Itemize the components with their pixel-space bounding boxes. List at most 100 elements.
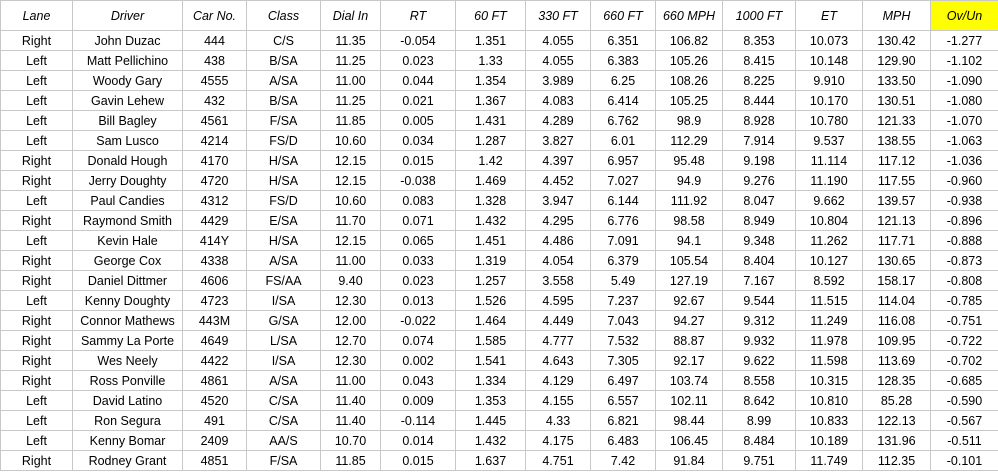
table-cell: 1.464	[455, 310, 526, 331]
table-cell: 4170	[182, 150, 247, 171]
table-cell: 95.48	[655, 150, 723, 171]
table-cell: 10.70	[320, 430, 381, 451]
table-cell: 3.827	[525, 130, 591, 151]
table-cell: 11.00	[320, 70, 381, 91]
table-cell: 130.42	[862, 30, 931, 51]
table-cell: 0.065	[380, 230, 456, 251]
table-cell: 102.11	[655, 390, 723, 411]
table-cell: 1.328	[455, 190, 526, 211]
table-cell: 9.622	[722, 350, 796, 371]
table-cell: I/SA	[246, 350, 321, 371]
table-cell: H/SA	[246, 230, 321, 251]
table-body: Right John Duzac 444 C/S 11.35 -0.054 1.351 4.0…	[0, 30, 998, 471]
table-cell: Right	[0, 150, 73, 171]
table-cell: 4.452	[525, 170, 591, 191]
table-cell: 138.55	[862, 130, 931, 151]
table-cell: George Cox	[72, 250, 183, 271]
table-row: Left Kenny Bomar 2409 AA/S 10.70 0.014 1.432 4.…	[0, 430, 998, 451]
table-cell: 9.662	[795, 190, 863, 211]
table-cell: John Duzac	[72, 30, 183, 51]
table-cell: 0.021	[380, 90, 456, 111]
table-row: Right Raymond Smith 4429 E/SA 11.70 0.071 1.43…	[0, 210, 998, 231]
table-cell: 121.13	[862, 210, 931, 231]
table-cell: 6.379	[590, 250, 656, 271]
table-cell: 9.276	[722, 170, 796, 191]
table-cell: -1.070	[930, 110, 998, 131]
table-cell: 1.445	[455, 410, 526, 431]
table-cell: 1.33	[455, 50, 526, 71]
table-cell: 7.305	[590, 350, 656, 371]
table-cell: Wes Neely	[72, 350, 183, 371]
column-header: 660 FT	[590, 0, 656, 31]
table-cell: 6.144	[590, 190, 656, 211]
table-row: Right Donald Hough 4170 H/SA 12.15 0.015 1.42 4…	[0, 150, 998, 171]
table-cell: 7.42	[590, 450, 656, 471]
table-row: Right Connor Mathews 443M G/SA 12.00 -0.022 1.…	[0, 310, 998, 331]
table-row: Left Paul Candies 4312 FS/D 10.60 0.083 1.328 3…	[0, 190, 998, 211]
table-cell: 9.198	[722, 150, 796, 171]
table-cell: 4520	[182, 390, 247, 411]
table-cell: 10.60	[320, 130, 381, 151]
column-header: Car No.	[182, 0, 247, 31]
table-cell: 8.047	[722, 190, 796, 211]
table-cell: 130.65	[862, 250, 931, 271]
column-header: Ov/Un	[930, 0, 998, 31]
column-header: MPH	[862, 0, 931, 31]
table-cell: 0.002	[380, 350, 456, 371]
table-cell: Left	[0, 130, 73, 151]
table-cell: -0.702	[930, 350, 998, 371]
table-cell: 491	[182, 410, 247, 431]
table-cell: Left	[0, 50, 73, 71]
table-cell: 6.25	[590, 70, 656, 91]
table-cell: 139.57	[862, 190, 931, 211]
table-cell: -1.080	[930, 90, 998, 111]
table-cell: 6.762	[590, 110, 656, 131]
table-cell: 0.074	[380, 330, 456, 351]
table-cell: 1.432	[455, 430, 526, 451]
table-cell: 3.558	[525, 270, 591, 291]
column-header: Class	[246, 0, 321, 31]
table-cell: -0.567	[930, 410, 998, 431]
table-cell: 11.40	[320, 390, 381, 411]
table-cell: 128.35	[862, 370, 931, 391]
table-cell: 98.9	[655, 110, 723, 131]
table-cell: 109.95	[862, 330, 931, 351]
table-cell: 1.42	[455, 150, 526, 171]
table-cell: Connor Mathews	[72, 310, 183, 331]
table-cell: -0.722	[930, 330, 998, 351]
table-cell: 4422	[182, 350, 247, 371]
table-cell: Paul Candies	[72, 190, 183, 211]
table-cell: -0.022	[380, 310, 456, 331]
table-cell: 1.257	[455, 270, 526, 291]
table-row: Left Sam Lusco 4214 FS/D 10.60 0.034 1.287 3.82…	[0, 130, 998, 151]
table-cell: 4.643	[525, 350, 591, 371]
table-cell: B/SA	[246, 90, 321, 111]
table-cell: 6.383	[590, 50, 656, 71]
table-cell: 4.083	[525, 90, 591, 111]
table-cell: 116.08	[862, 310, 931, 331]
table-cell: 4.155	[525, 390, 591, 411]
table-cell: Matt Pellichino	[72, 50, 183, 71]
table-cell: 1.526	[455, 290, 526, 311]
table-cell: 11.262	[795, 230, 863, 251]
table-cell: C/SA	[246, 390, 321, 411]
table-row: Left Kevin Hale 414Y H/SA 12.15 0.065 1.451 4.4…	[0, 230, 998, 251]
table-cell: Right	[0, 170, 73, 191]
table-cell: 9.751	[722, 450, 796, 471]
table-cell: 117.71	[862, 230, 931, 251]
table-cell: Jerry Doughty	[72, 170, 183, 191]
table-cell: 7.237	[590, 290, 656, 311]
table-cell: 11.35	[320, 30, 381, 51]
table-cell: 7.027	[590, 170, 656, 191]
table-cell: 0.043	[380, 370, 456, 391]
table-cell: 11.00	[320, 250, 381, 271]
table-cell: 0.015	[380, 150, 456, 171]
table-cell: F/SA	[246, 110, 321, 131]
table-cell: -0.960	[930, 170, 998, 191]
table-cell: 106.82	[655, 30, 723, 51]
table-cell: 9.932	[722, 330, 796, 351]
column-header: RT	[380, 0, 456, 31]
table-cell: -0.054	[380, 30, 456, 51]
table-cell: Sam Lusco	[72, 130, 183, 151]
table-cell: Bill Bagley	[72, 110, 183, 131]
